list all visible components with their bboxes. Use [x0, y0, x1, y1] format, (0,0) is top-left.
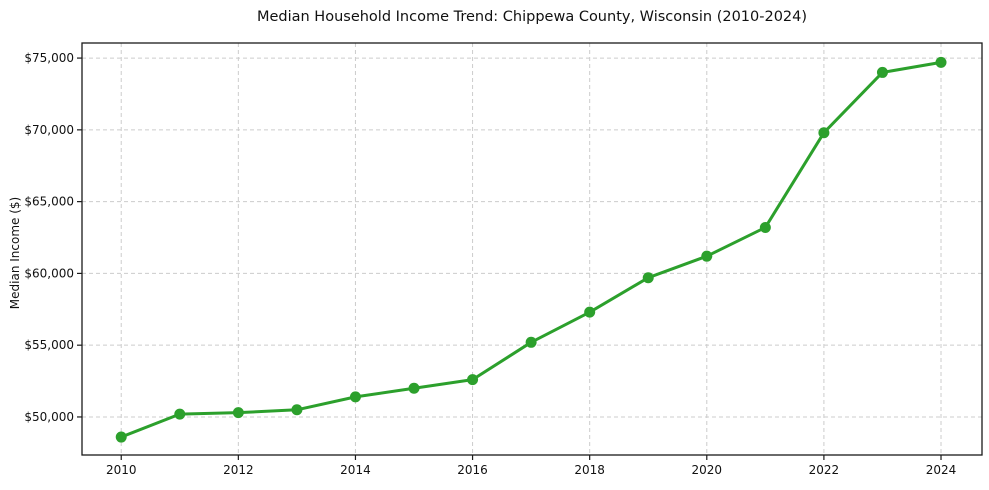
x-tick-label-2024: 2024 — [926, 463, 957, 477]
data-point-2023 — [876, 66, 888, 78]
data-point-2022 — [818, 127, 830, 139]
data-point-2020 — [701, 250, 713, 262]
data-point-2012 — [232, 407, 244, 419]
data-point-2018 — [584, 306, 596, 318]
x-tick-label-2020: 2020 — [692, 463, 723, 477]
data-point-2014 — [349, 391, 361, 403]
x-tick-label-2018: 2018 — [574, 463, 605, 477]
x-tick-label-2014: 2014 — [340, 463, 371, 477]
x-tick-label-2016: 2016 — [457, 463, 488, 477]
data-point-2015 — [408, 382, 420, 394]
y-tick-label-65000: $65,000 — [24, 195, 74, 209]
chart-title: Median Household Income Trend: Chippewa … — [256, 9, 808, 25]
data-point-2016 — [467, 374, 479, 386]
data-point-2019 — [642, 272, 654, 284]
trend-line — [119, 60, 943, 439]
x-tick-label-2012: 2012 — [223, 463, 254, 477]
data-point-2017 — [525, 336, 537, 348]
y-tick-label-60000: $60,000 — [24, 266, 74, 280]
data-point-2024 — [935, 56, 947, 68]
y-tick-label-50000: $50,000 — [24, 410, 74, 424]
y-axis-label-text: Median Income ($) — [8, 196, 22, 310]
data-point-2021 — [759, 221, 771, 233]
x-tick-label-2010: 2010 — [106, 463, 137, 477]
y-tick-label-75000: $75,000 — [24, 51, 74, 65]
y-tick-label-70000: $70,000 — [24, 123, 74, 137]
axes-spines — [81, 42, 983, 456]
data-point-2011 — [174, 408, 186, 420]
y-tick-label-55000: $55,000 — [24, 338, 74, 352]
x-tick-label-2022: 2022 — [809, 463, 840, 477]
data-point-2010 — [115, 431, 127, 443]
data-point-2013 — [291, 404, 303, 416]
